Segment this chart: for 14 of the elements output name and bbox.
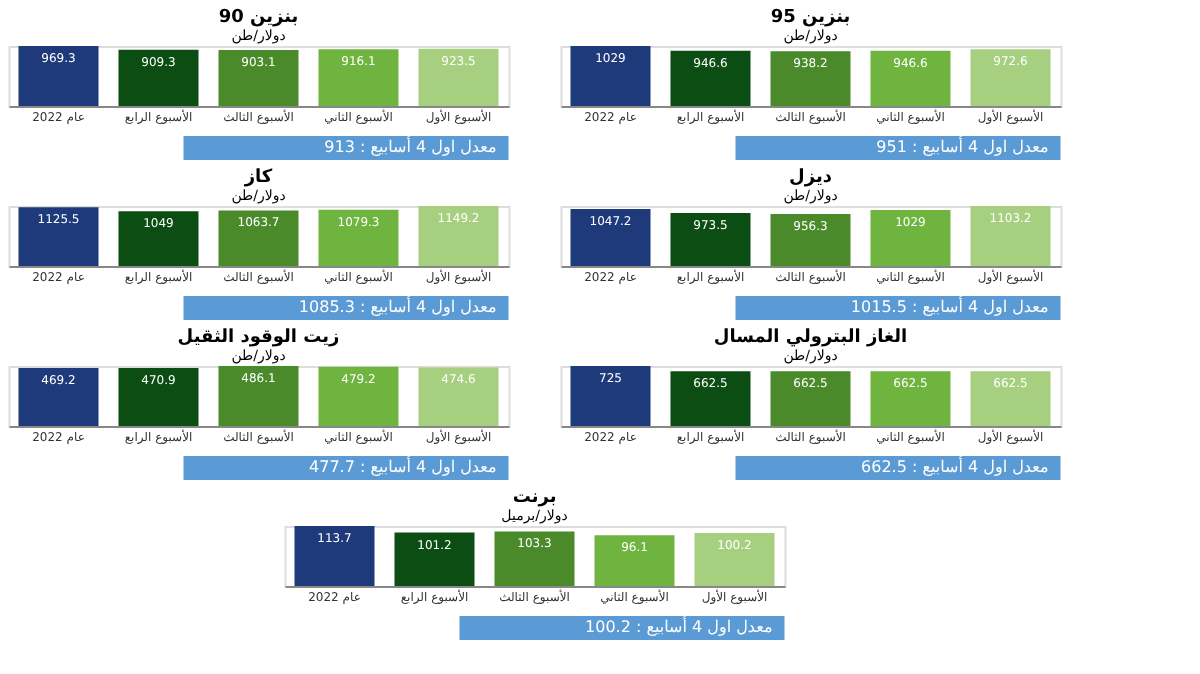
chart-title: زيت الوقود الثقيل — [177, 328, 340, 348]
text: معدل اول 4 أسابيع : 1085.3 — [298, 296, 497, 316]
chart-title: كاز — [242, 168, 274, 188]
chart-title: بنزين 90 — [218, 8, 299, 28]
text: معدل اول 4 أسابيع : 100.2 — [585, 616, 773, 636]
text: معدل اول 4 أسابيع : 1015.5 — [850, 296, 1049, 316]
chart-title: الغاز البترولي المسال — [713, 328, 908, 348]
chart-title: ديزل — [789, 168, 833, 188]
text: معدل اول 4 أسابيع : 662.5 — [861, 456, 1049, 476]
chart-title: بنزين 95 — [770, 8, 851, 28]
text: معدل اول 4 أسابيع : 477.7 — [309, 456, 497, 476]
chart-title: برنت — [512, 488, 557, 508]
text: معدل اول 4 أسابيع : 913 — [324, 136, 497, 156]
text: معدل اول 4 أسابيع : 951 — [876, 136, 1049, 156]
